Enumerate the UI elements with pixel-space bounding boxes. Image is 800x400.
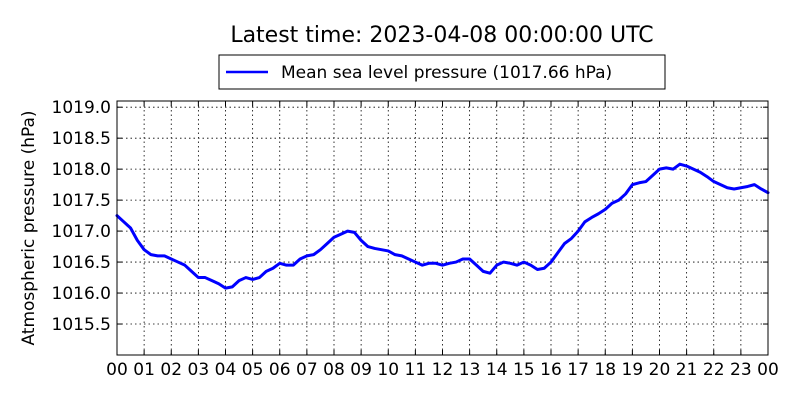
y-tick-label: 1016.0: [52, 284, 111, 304]
chart-title: Latest time: 2023-04-08 00:00:00 UTC: [230, 23, 653, 48]
legend-box: [218, 54, 666, 90]
y-tick-label: 1015.5: [52, 315, 111, 335]
x-tick-label: 09: [350, 360, 372, 380]
plot-frame: [116, 100, 769, 356]
x-tick-label: 21: [676, 360, 698, 380]
x-tick-label: 00: [106, 360, 128, 380]
series-line-mean-sea-level-pressure: [115, 162, 770, 290]
x-tick-label: 19: [622, 360, 644, 380]
x-tick-label: 06: [269, 360, 291, 380]
x-tick-label: 17: [567, 360, 589, 380]
x-tick-label: 02: [160, 360, 182, 380]
x-tick-label: 22: [703, 360, 725, 380]
x-tick-label: 01: [133, 360, 155, 380]
x-tick-label: 14: [486, 360, 508, 380]
y-tick-label: 1018.5: [52, 129, 111, 149]
x-tick-label: 10: [377, 360, 399, 380]
x-tick-label: 08: [323, 360, 345, 380]
x-tick-label: 23: [730, 360, 752, 380]
legend-label: Mean sea level pressure (1017.66 hPa): [281, 63, 612, 83]
x-tick-label: 04: [215, 360, 237, 380]
y-tick-labels: 1015.5 1016.0 1016.5 1017.0 1017.5 1018.0 1018…: [52, 98, 111, 335]
y-tick-label: 1017.0: [52, 222, 111, 242]
y-tick-label: 1016.5: [52, 253, 111, 273]
legend: Mean sea level pressure (1017.66 hPa): [218, 54, 666, 90]
x-tick-label: 07: [296, 360, 318, 380]
y-tick-label: 1018.0: [52, 160, 111, 180]
x-tick-label: 18: [594, 360, 616, 380]
ticks: [116, 101, 769, 355]
x-tick-labels: 00 01 02 03 04 05 06 07 08 09 10 11 12 13 14 15 16 17 18 19…: [106, 360, 779, 380]
x-tick-label: 00: [757, 360, 779, 380]
series-layer: [115, 162, 770, 290]
y-tick-label: 1019.0: [52, 98, 111, 118]
x-tick-label: 16: [540, 360, 562, 380]
x-tick-label: 11: [405, 360, 427, 380]
x-tick-label: 13: [459, 360, 481, 380]
x-tick-label: 05: [242, 360, 264, 380]
grid: [117, 101, 768, 355]
x-tick-label: 12: [432, 360, 454, 380]
x-tick-label: 03: [188, 360, 210, 380]
x-tick-label: 15: [513, 360, 535, 380]
y-tick-label: 1017.5: [52, 191, 111, 211]
x-tick-label: 20: [649, 360, 671, 380]
y-axis-title: Atmospheric pressure (hPa): [19, 110, 39, 345]
